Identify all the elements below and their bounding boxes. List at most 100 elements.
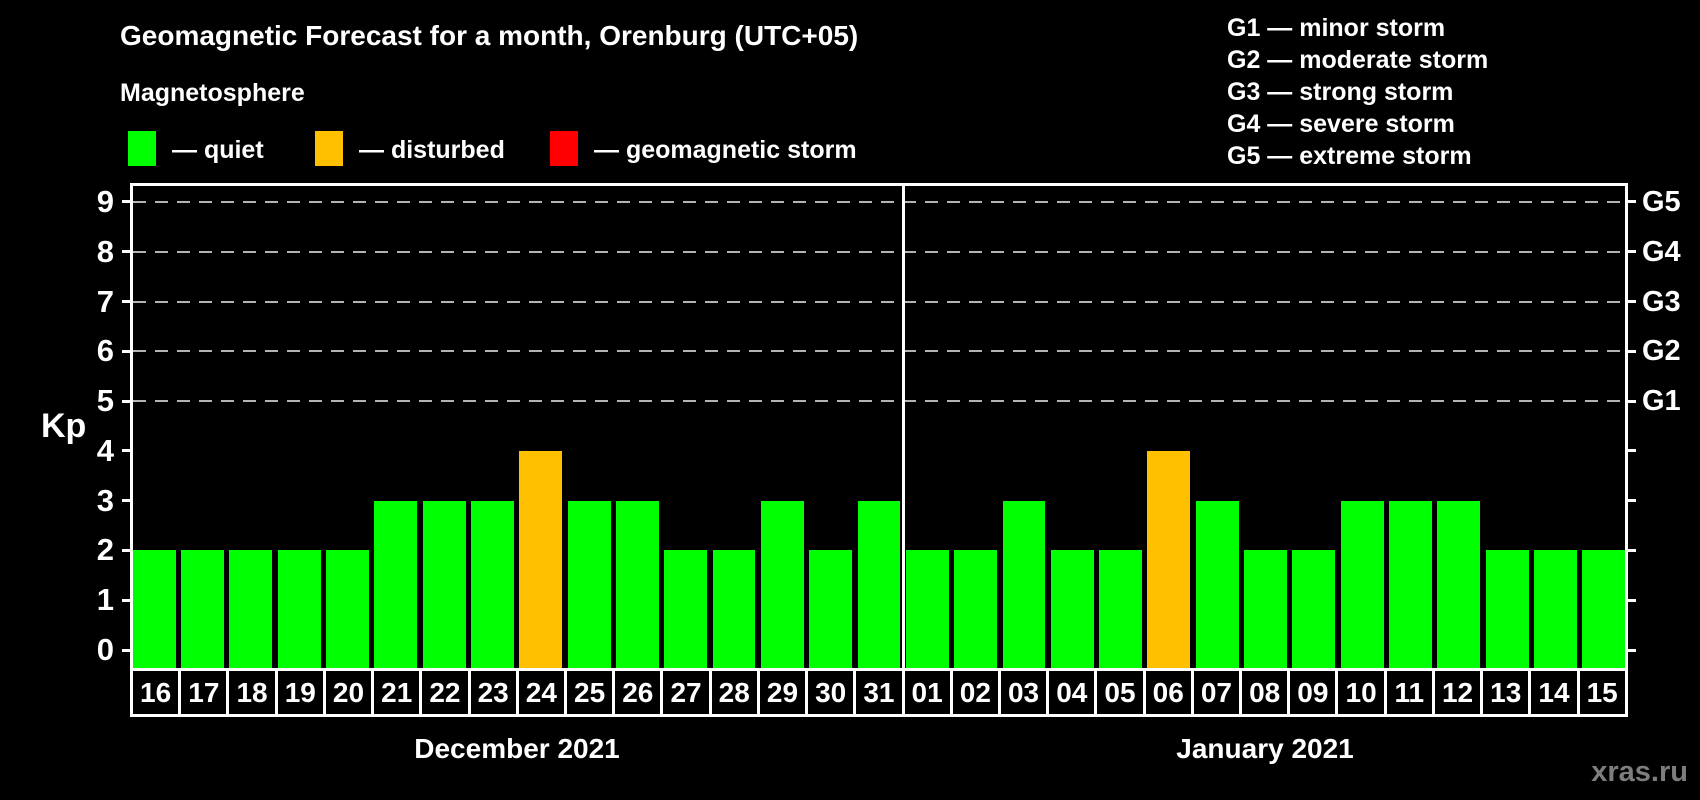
kp-bar xyxy=(857,500,901,668)
gridline xyxy=(133,300,1625,303)
y-axis-tick xyxy=(122,648,130,652)
gridline xyxy=(133,250,1625,253)
y-axis-label: 9 xyxy=(96,183,114,219)
kp-bar xyxy=(422,500,466,668)
page-title: Geomagnetic Forecast for a month, Orenbu… xyxy=(120,20,859,51)
storm-scale-item: G2 — moderate storm xyxy=(1227,46,1489,74)
day-label: 10 xyxy=(1335,671,1383,714)
kp-bar xyxy=(1002,500,1046,668)
kp-bar xyxy=(325,550,369,668)
kp-bar xyxy=(1582,550,1626,668)
y-axis-tick xyxy=(122,300,130,304)
y-axis-tick xyxy=(122,349,130,353)
watermark: xras.ru xyxy=(1591,756,1688,788)
right-axis-tick xyxy=(1628,300,1636,304)
magnetosphere-label: Magnetosphere xyxy=(120,79,305,107)
kp-bar xyxy=(1437,500,1481,668)
kp-bar xyxy=(760,500,804,668)
legend-swatch-storm xyxy=(550,131,578,166)
y-axis-title: Kp xyxy=(41,407,87,445)
y-axis-label: 3 xyxy=(96,482,114,518)
storm-scale-item: G3 — strong storm xyxy=(1227,78,1454,106)
legend-label-disturbed: — disturbed xyxy=(359,136,505,164)
kp-bar xyxy=(277,550,321,668)
day-label: 05 xyxy=(1094,671,1142,714)
day-label: 15 xyxy=(1576,671,1625,714)
kp-bar xyxy=(1292,550,1336,668)
kp-bar xyxy=(132,550,176,668)
g-scale-label: G2 xyxy=(1642,335,1681,368)
right-axis-tick xyxy=(1628,499,1636,503)
day-label: 02 xyxy=(949,671,998,714)
y-axis-tick xyxy=(122,598,130,602)
storm-scale-item: G1 — minor storm xyxy=(1227,14,1446,42)
right-axis-tick xyxy=(1628,449,1636,453)
right-axis-tick xyxy=(1628,250,1636,254)
day-label: 13 xyxy=(1480,671,1528,714)
kp-bar xyxy=(1195,500,1239,668)
storm-scale-item: G5 — extreme storm xyxy=(1227,142,1472,170)
day-label: 12 xyxy=(1431,671,1480,714)
y-axis-tick xyxy=(122,200,130,204)
kp-bar xyxy=(809,550,853,668)
month-divider xyxy=(901,183,905,668)
day-label: 26 xyxy=(612,671,660,714)
day-label: 22 xyxy=(419,671,467,714)
day-label: 08 xyxy=(1239,671,1287,714)
day-label: 07 xyxy=(1190,671,1239,714)
y-axis-label: 1 xyxy=(96,582,114,618)
month-label-january: January 2021 xyxy=(1176,733,1354,764)
kp-bar xyxy=(1244,550,1288,668)
day-label: 27 xyxy=(660,671,708,714)
right-axis-tick xyxy=(1628,399,1636,403)
day-label: 11 xyxy=(1383,671,1432,714)
kp-bar xyxy=(954,550,998,668)
kp-bar xyxy=(1050,550,1094,668)
g-scale-label: G1 xyxy=(1642,385,1681,418)
y-axis-label: 4 xyxy=(96,432,114,468)
y-axis-tick xyxy=(122,399,130,403)
kp-bar xyxy=(905,550,949,668)
g-scale-label: G4 xyxy=(1642,235,1681,268)
kp-bar xyxy=(1099,550,1143,668)
day-label: 04 xyxy=(1046,671,1094,714)
kp-bar xyxy=(374,500,418,668)
right-axis-tick xyxy=(1628,598,1636,602)
kp-bar xyxy=(567,500,611,668)
kp-bar xyxy=(1485,550,1529,668)
storm-scale-item: G4 — severe storm xyxy=(1227,110,1455,138)
day-label: 31 xyxy=(853,671,901,714)
y-axis-label: 6 xyxy=(96,333,114,369)
legend-label-storm: — geomagnetic storm xyxy=(594,136,857,164)
gridline xyxy=(133,200,1625,203)
day-label: 14 xyxy=(1528,671,1576,714)
day-label: 06 xyxy=(1142,671,1191,714)
y-axis-tick xyxy=(122,548,130,552)
legend-swatch-quiet xyxy=(128,131,156,166)
kp-bar xyxy=(1147,450,1191,668)
day-label: 21 xyxy=(371,671,419,714)
day-label: 25 xyxy=(563,671,612,714)
plot-area xyxy=(130,183,1628,668)
y-axis-tick xyxy=(122,499,130,503)
day-label: 09 xyxy=(1287,671,1335,714)
y-axis-tick xyxy=(122,449,130,453)
legend-swatch-disturbed xyxy=(315,131,343,166)
right-axis-tick xyxy=(1628,548,1636,552)
kp-bar xyxy=(712,550,756,668)
day-axis: 16 17 18 19 20 21 22 23 24 25 26 27 28 29 30 31 01 02 03 04… xyxy=(130,668,1628,717)
day-label: 03 xyxy=(997,671,1046,714)
kp-bar xyxy=(181,550,224,668)
day-label: 20 xyxy=(322,671,371,714)
day-label: 29 xyxy=(756,671,805,714)
right-axis-tick xyxy=(1628,200,1636,204)
day-label: 23 xyxy=(467,671,516,714)
kp-bar xyxy=(229,550,273,668)
day-label: 01 xyxy=(901,671,950,714)
day-label: 24 xyxy=(515,671,564,714)
day-label: 16 xyxy=(140,676,172,708)
kp-bar xyxy=(1340,500,1384,668)
g-scale-label: G3 xyxy=(1642,285,1681,318)
legend-label-quiet: — quiet xyxy=(172,136,264,164)
